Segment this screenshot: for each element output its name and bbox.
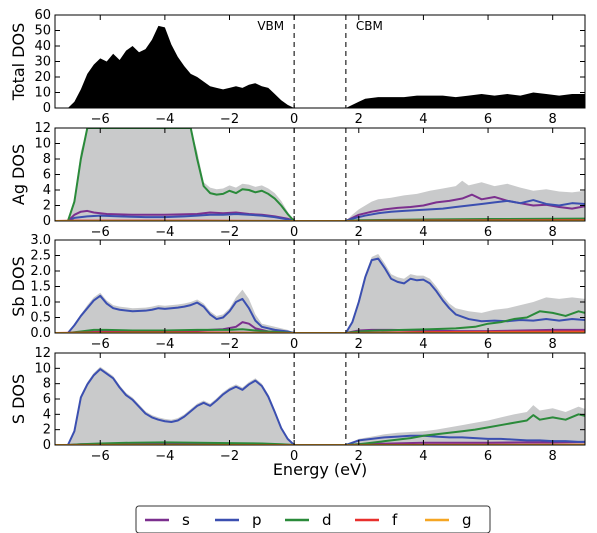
x-tick-label: −6 (91, 337, 110, 352)
x-tick-label: −4 (155, 337, 174, 352)
y-tick-label: 3.0 (30, 233, 51, 248)
x-tick-label: 8 (549, 449, 557, 464)
y-axis-label: Ag DOS (9, 144, 28, 205)
legend-label-f: f (392, 511, 398, 529)
x-tick-label: −2 (220, 449, 239, 464)
x-tick-label: 4 (419, 337, 427, 352)
series-line-d (55, 128, 585, 221)
x-tick-label: 2 (355, 112, 363, 127)
x-tick-label: −6 (91, 225, 110, 240)
x-tick-label: 4 (419, 449, 427, 464)
y-tick-label: 30 (34, 55, 51, 70)
y-tick-label: 0.5 (30, 311, 51, 326)
x-axis-label: Energy (eV) (273, 460, 367, 479)
series-line-d (55, 310, 585, 333)
y-tick-label: 10 (34, 137, 51, 152)
y-tick-label: 2 (43, 199, 51, 214)
x-tick-label: 0 (290, 449, 298, 464)
y-tick-label: 0.0 (30, 326, 51, 341)
series-line-d (55, 413, 585, 445)
x-tick-label: 8 (549, 337, 557, 352)
x-tick-label: −6 (91, 112, 110, 127)
x-tick-label: −2 (220, 225, 239, 240)
y-tick-label: 4 (43, 407, 51, 422)
x-tick-label: −4 (155, 112, 174, 127)
total-dos-area (55, 253, 585, 333)
legend-frame (135, 505, 491, 533)
y-tick-label: 0 (43, 438, 51, 453)
x-tick-label: 0 (290, 112, 298, 127)
x-tick-label: −6 (91, 449, 110, 464)
vbm-label: VBM (257, 19, 284, 33)
y-tick-label: 8 (43, 377, 51, 392)
y-axis-label: Total DOS (9, 23, 28, 102)
x-tick-label: 2 (355, 337, 363, 352)
panel-plot-area (55, 25, 585, 108)
y-tick-label: 1.0 (30, 295, 51, 310)
legend-label-g: g (462, 511, 472, 529)
y-tick-label: 10 (34, 86, 51, 101)
y-axis-label: Sb DOS (9, 256, 28, 316)
y-tick-label: 6 (43, 168, 51, 183)
x-tick-label: 8 (549, 225, 557, 240)
y-tick-label: 12 (34, 346, 51, 361)
x-tick-label: 6 (484, 112, 492, 127)
x-tick-label: −2 (220, 112, 239, 127)
legend-label-d: d (322, 511, 332, 529)
x-tick-label: 6 (484, 449, 492, 464)
y-tick-label: 6 (43, 392, 51, 407)
total-dos-area (55, 25, 585, 108)
x-tick-label: 0 (290, 225, 298, 240)
panel-plot-area (55, 366, 585, 445)
y-tick-label: 10 (34, 361, 51, 376)
y-tick-label: 20 (34, 70, 51, 85)
x-tick-label: 2 (355, 449, 363, 464)
panel-2: 0.00.51.01.52.02.53.0 −6 −4 −2 0 2 4 6 8 Sb DOS (9, 233, 586, 352)
x-tick-label: 6 (484, 225, 492, 240)
y-tick-label: 4 (43, 183, 51, 198)
series-line-p (55, 368, 585, 445)
x-tick-label: 0 (290, 337, 298, 352)
y-tick-label: 50 (34, 24, 51, 39)
series-line-p (55, 257, 585, 333)
x-tick-label: 8 (549, 112, 557, 127)
x-tick-label: 6 (484, 337, 492, 352)
cbm-label: CBM (356, 19, 383, 33)
x-tick-label: −4 (155, 225, 174, 240)
panel-plot-area (55, 253, 585, 333)
panel-plot-area (55, 128, 585, 221)
legend-label-s: s (182, 511, 190, 529)
total-dos-area (55, 366, 585, 445)
x-tick-label: −2 (220, 337, 239, 352)
y-tick-label: 8 (43, 152, 51, 167)
y-axis-label: S DOS (9, 374, 28, 424)
total-dos-area (55, 128, 585, 221)
y-tick-label: 1.5 (30, 280, 51, 295)
y-tick-label: 40 (34, 39, 51, 54)
x-tick-label: 4 (419, 112, 427, 127)
y-tick-label: 2.0 (30, 264, 51, 279)
y-tick-label: 2.5 (30, 249, 51, 264)
x-tick-label: −4 (155, 449, 174, 464)
x-tick-label: 2 (355, 225, 363, 240)
y-tick-label: 12 (34, 121, 51, 136)
y-tick-label: 0 (43, 101, 51, 116)
x-tick-label: 4 (419, 225, 427, 240)
legend-label-p: p (252, 511, 262, 529)
y-tick-label: 2 (43, 423, 51, 438)
y-tick-label: 60 (34, 8, 51, 23)
y-tick-label: 0 (43, 214, 51, 229)
